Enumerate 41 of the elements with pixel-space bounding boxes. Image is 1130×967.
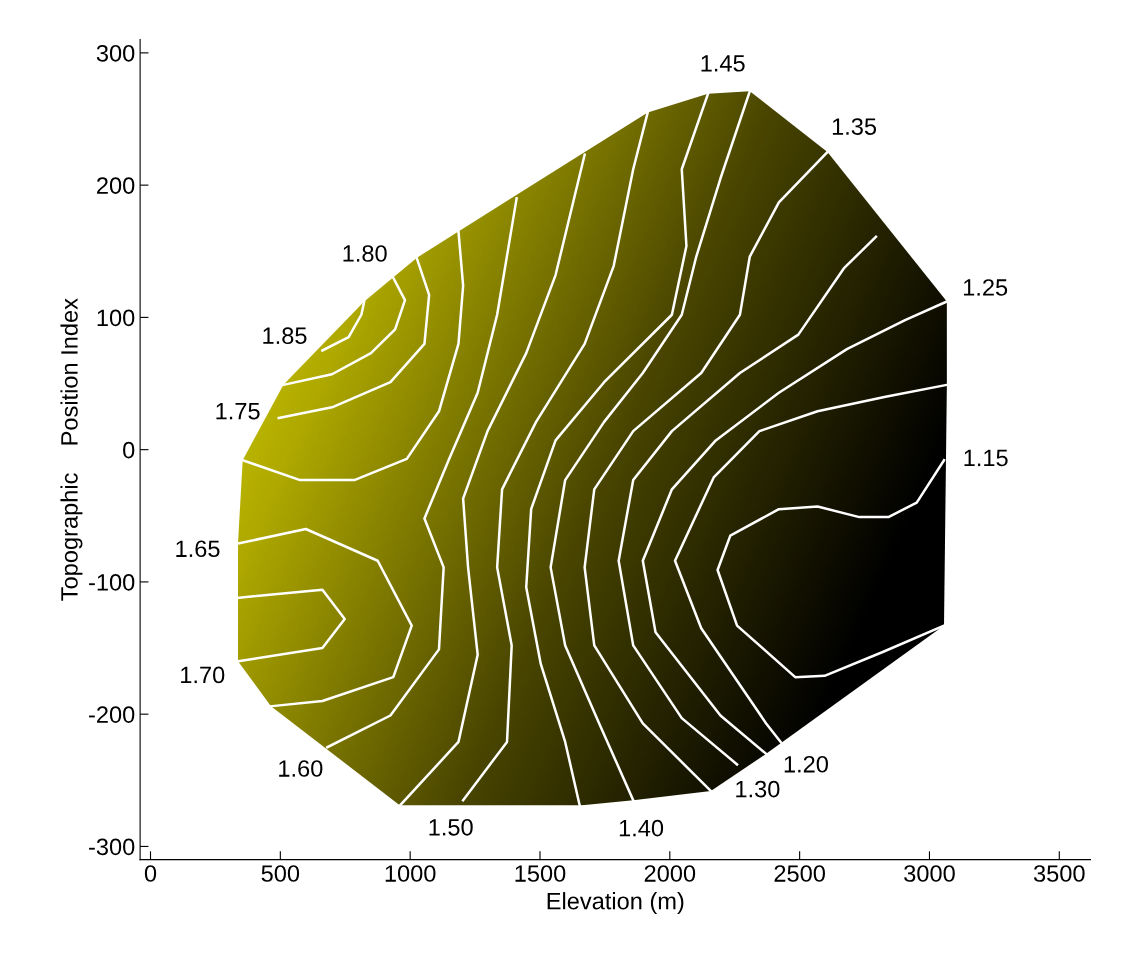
line-series xyxy=(398,153,586,807)
series-label: 1.25 xyxy=(964,279,1008,296)
line-series xyxy=(321,300,366,352)
line-series xyxy=(641,300,949,756)
line-series xyxy=(673,383,949,744)
x-tick-label: 1500 xyxy=(515,865,566,882)
y-tick-label: 100 xyxy=(97,309,135,327)
series-label: 1.15 xyxy=(964,449,1008,467)
series-label: 1.75 xyxy=(216,403,260,420)
series-label: 1.80 xyxy=(343,245,387,262)
series-label: 1.60 xyxy=(279,760,323,777)
line-series xyxy=(461,111,649,802)
series-label: 1.85 xyxy=(263,327,307,345)
x-tick-label: 0 xyxy=(144,865,157,882)
y-tick-label: -100 xyxy=(89,573,135,591)
x-tick-label: 3000 xyxy=(904,865,955,882)
y-tick-label: -300 xyxy=(89,838,135,856)
series-label: 1.70 xyxy=(181,666,225,684)
x-tick-label: 1000 xyxy=(385,865,436,882)
x-tick-label: 2000 xyxy=(644,865,696,882)
x-axis-title: Elevation (m) xyxy=(547,892,684,915)
series-label: 1.65 xyxy=(176,540,220,558)
y-tick-label: 200 xyxy=(97,177,135,194)
line-series xyxy=(716,458,946,679)
x-tick-label: 2500 xyxy=(774,865,825,882)
y-tick-label: 300 xyxy=(96,44,135,62)
line-series xyxy=(326,197,518,749)
series-label: 1.50 xyxy=(429,818,473,836)
series-label: 1.35 xyxy=(832,118,877,135)
x-tick-label: 500 xyxy=(261,865,300,882)
x-tick-label: 3500 xyxy=(1033,865,1085,882)
series-label: 1.20 xyxy=(784,755,828,773)
line-series xyxy=(524,92,710,807)
line-series xyxy=(236,527,413,708)
series-label: 1.30 xyxy=(736,780,780,798)
y-axis-title: Topographic Position Index xyxy=(60,298,83,601)
y-tick-label: 0 xyxy=(123,441,135,459)
series-label: 1.40 xyxy=(619,819,664,837)
line-series xyxy=(236,588,346,663)
series-label: 1.45 xyxy=(701,55,745,72)
y-tick-label: -200 xyxy=(89,706,135,723)
